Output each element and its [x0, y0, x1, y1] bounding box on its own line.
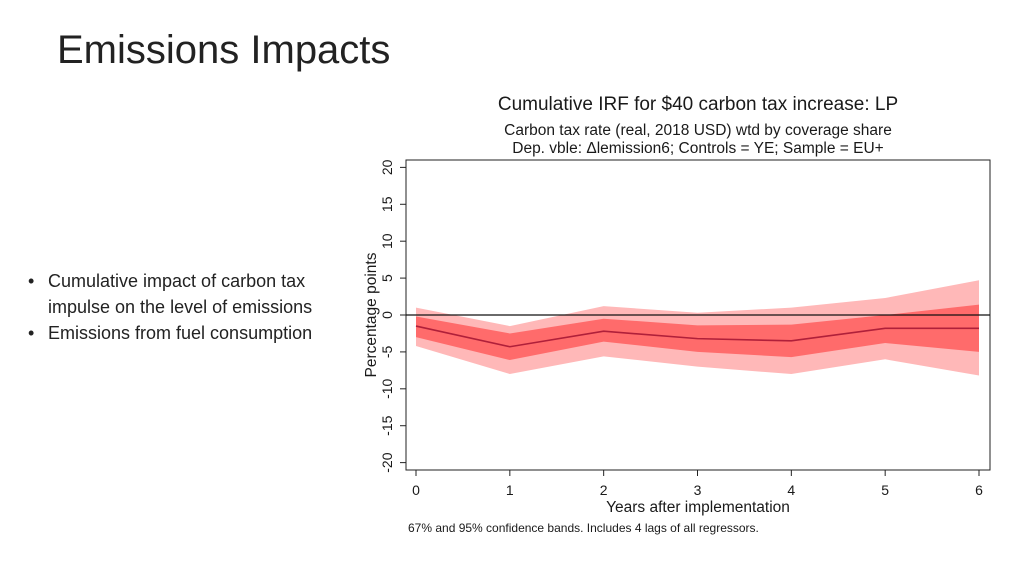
- slide-title: Emissions Impacts: [57, 28, 391, 72]
- chart-title: Cumulative IRF for $40 carbon tax increa…: [498, 94, 898, 115]
- y-axis-ticks: -20 -15 -10 -5 0 5 10 15 20: [379, 159, 406, 473]
- y-tick-label: 0: [379, 311, 395, 319]
- y-tick-label: -5: [379, 345, 395, 358]
- y-axis-label: Percentage points: [363, 252, 380, 377]
- series-layer: [415, 325, 979, 348]
- y-tick-label: -20: [379, 452, 395, 472]
- bullet-item: Cumulative impact of carbon tax impulse …: [26, 268, 326, 320]
- y-tick-label: -10: [379, 378, 395, 398]
- x-tick-label: 2: [600, 482, 608, 498]
- y-tick-label: 15: [379, 196, 395, 212]
- y-tick-label: 5: [379, 274, 395, 282]
- confidence-band-67pct: [416, 304, 979, 361]
- bullet-list: Cumulative impact of carbon tax impulse …: [26, 268, 326, 346]
- x-tick-label: 0: [412, 482, 420, 498]
- y-tick-label: 10: [379, 233, 395, 249]
- x-tick-label: 3: [694, 482, 702, 498]
- chart-note: 67% and 95% confidence bands. Includes 4…: [408, 521, 759, 535]
- chart-subtitle-line-1: Carbon tax rate (real, 2018 USD) wtd by …: [504, 122, 892, 139]
- x-axis-ticks: 0 1 2 3 4 5 6: [412, 470, 983, 498]
- y-tick-label: -15: [379, 415, 395, 435]
- x-tick-label: 6: [975, 482, 983, 498]
- irf-series-line: [415, 325, 979, 348]
- chart-subtitle-line-2: Dep. vble: Δlemission6; Controls = YE; S…: [512, 140, 883, 157]
- x-tick-label: 1: [506, 482, 514, 498]
- bands-layer: [416, 280, 979, 376]
- x-tick-label: 4: [787, 482, 795, 498]
- bullet-item: Emissions from fuel consumption: [26, 320, 326, 346]
- x-axis-label: Years after implementation: [606, 499, 790, 516]
- x-tick-label: 5: [881, 482, 889, 498]
- y-tick-label: 20: [379, 159, 395, 175]
